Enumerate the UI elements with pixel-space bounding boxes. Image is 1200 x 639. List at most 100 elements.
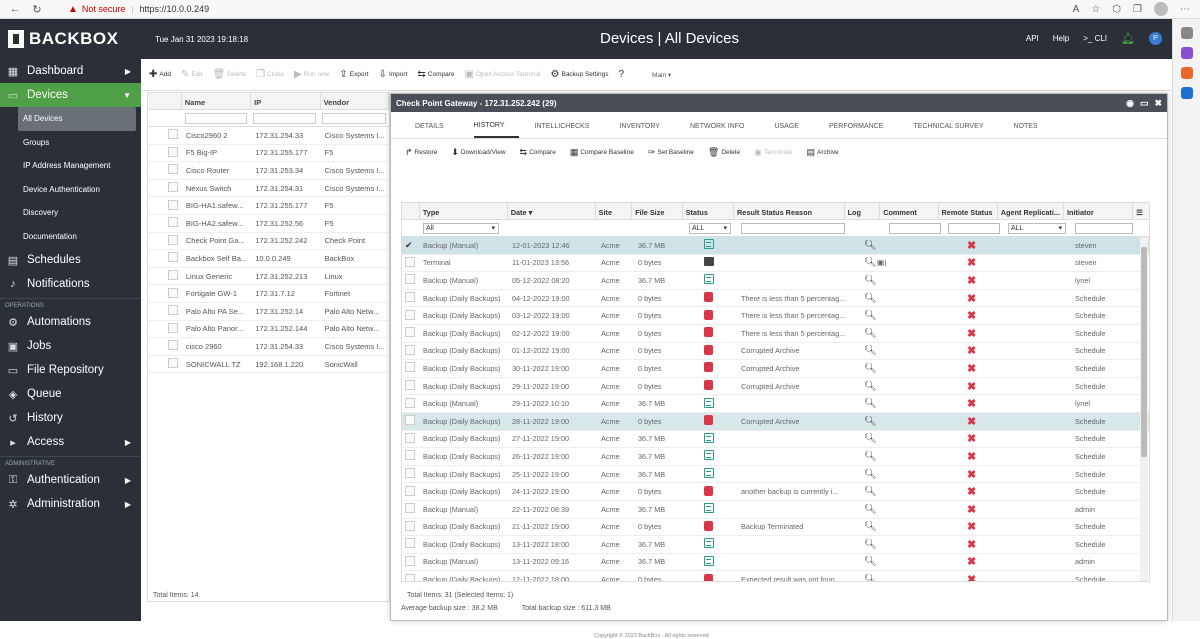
history-scrollbar[interactable] — [1140, 237, 1148, 581]
table-row[interactable]: cisco 2960 172.31.254.33 Cisco Systems I..… — [148, 338, 389, 356]
history-row[interactable]: Backup (Manual) 29-11-2022 10:10 Acme 36.7 … — [402, 395, 1149, 413]
tab-notes[interactable]: NOTES — [1013, 123, 1038, 130]
log-search-icon[interactable]: 🔍︎ — [864, 274, 877, 286]
user-avatar[interactable]: P — [1149, 32, 1162, 45]
log-split-icon[interactable]: ▣▤ — [876, 258, 886, 268]
row-checkbox[interactable] — [405, 520, 415, 531]
clone-button[interactable]: ❐ Clone — [256, 69, 285, 80]
compare-baseline-button[interactable]: ▦ Compare Baseline — [569, 146, 634, 157]
extensions-icon[interactable]: ⬡ — [1112, 3, 1122, 15]
row-checkbox[interactable] — [168, 252, 178, 263]
row-checkbox[interactable] — [405, 485, 415, 496]
table-row[interactable]: Palo Alto PA Se... 172.31.252.14 Palo Alto… — [148, 303, 389, 321]
column-menu-icon[interactable]: ☰ — [1136, 208, 1143, 217]
sidebar-sub-all-devices[interactable]: All Devices — [18, 107, 136, 131]
history-row[interactable]: Backup (Manual) 05-12-2022 08:20 Acme 36.7 … — [402, 272, 1149, 290]
sidebar-sub-documentation[interactable]: Documentation — [23, 231, 77, 241]
reason-filter[interactable] — [741, 222, 845, 234]
row-checkbox[interactable] — [168, 182, 178, 193]
log-search-icon[interactable]: 🔍︎ — [864, 398, 877, 410]
row-checkbox[interactable] — [405, 573, 415, 581]
table-row[interactable]: Cisco2960 2 172.31.254.33 Cisco Systems I.… — [148, 127, 389, 145]
close-icon[interactable]: ✖ — [1154, 97, 1162, 108]
sidebar-item-devices[interactable]: ▭ Devices ▼ — [0, 83, 141, 107]
log-search-icon[interactable]: 🔍︎ — [864, 362, 877, 374]
history-row[interactable]: Backup (Manual) 22-11-2022 08:39 Acme 36.7 … — [402, 501, 1149, 519]
sidebar-sub-discovery[interactable]: Discovery — [23, 208, 59, 218]
address-bar[interactable]: https://10.0.0.249 — [139, 4, 210, 14]
sidebar-item-dashboard[interactable]: ▦ Dashboard ▶ — [7, 65, 131, 78]
table-row[interactable]: Backbox Self Ba... 10.0.0.249 BackBox — [148, 250, 389, 268]
row-checkbox[interactable] — [405, 538, 415, 549]
row-checkbox[interactable] — [168, 358, 178, 369]
history-row[interactable]: Backup (Daily Backups) 25-11-2022 19:00 Ac… — [402, 466, 1149, 484]
sidebar-sub-ipam[interactable]: IP Address Management — [23, 161, 111, 171]
log-search-icon[interactable]: 🔍︎ — [864, 345, 877, 357]
table-row[interactable]: SONICWALL TZ 192.168.1.220 SonicWall — [148, 356, 389, 374]
log-search-icon[interactable]: 🔍︎ — [864, 310, 877, 322]
col-remote-status[interactable]: Remote Status — [939, 203, 998, 219]
log-search-icon[interactable]: 🔍︎ — [864, 521, 877, 533]
not-secure-label[interactable]: Not secure — [81, 4, 126, 14]
sidebar-item-notifications[interactable]: ♪ Notifications — [0, 272, 141, 296]
log-search-icon[interactable]: 🔍︎ — [864, 327, 877, 339]
row-checkbox[interactable] — [405, 327, 415, 338]
notifications-bell-icon[interactable]: 🔔︎ — [1121, 33, 1135, 45]
help-link[interactable]: Help — [1052, 34, 1070, 43]
profile-avatar[interactable] — [1154, 2, 1168, 16]
import-button[interactable]: ⇩ Import — [378, 69, 408, 80]
row-checkbox[interactable] — [405, 256, 415, 267]
history-row[interactable]: Backup (Daily Backups) 12-11-2022 18:00 Ac… — [402, 571, 1149, 582]
row-checkbox[interactable] — [405, 274, 415, 285]
row-checkbox[interactable] — [405, 503, 415, 514]
table-row[interactable]: Nexus Switch 172.31.254.31 Cisco Systems I… — [148, 180, 389, 198]
col-vendor[interactable]: Vendor — [321, 93, 389, 109]
history-row[interactable]: Backup (Daily Backups) 04-12-2022 19:00 Ac… — [402, 290, 1149, 308]
row-checkbox[interactable] — [405, 292, 415, 303]
history-row[interactable]: Backup (Daily Backups) 02-12-2022 19:00 Ac… — [402, 325, 1149, 343]
col-date[interactable]: Date ▾ — [508, 203, 596, 219]
history-row[interactable]: ✔ Backup (Manual) 12-01-2023 12:46 Acme 36.7… — [402, 237, 1149, 255]
help-button[interactable]: ? — [618, 69, 624, 80]
row-checkbox[interactable] — [405, 397, 415, 408]
history-row[interactable]: Backup (Daily Backups) 30-11-2022 19:00 Ac… — [402, 360, 1149, 378]
row-checkbox[interactable] — [405, 432, 415, 443]
sidebar-sub-groups[interactable]: Groups — [23, 137, 50, 147]
sidebar-item-access[interactable]: ▸ Access ▶ — [0, 430, 141, 454]
tab-intellichecks[interactable]: INTELLICHECKS — [534, 123, 590, 130]
tab-history[interactable]: HISTORY — [473, 122, 519, 138]
tab-usage[interactable]: USAGE — [774, 123, 799, 130]
log-search-icon[interactable]: 🔍︎ — [864, 239, 877, 251]
initiator-filter[interactable] — [1075, 222, 1133, 234]
history-row[interactable]: Backup (Manual) 13-11-2022 09:16 Acme 36.7 … — [402, 554, 1149, 572]
table-row[interactable]: Linux Generic 172.31.252.213 Linux — [148, 268, 389, 286]
col-site[interactable]: Site — [596, 203, 633, 219]
log-search-icon[interactable]: 🔍︎ — [864, 556, 877, 568]
table-row[interactable]: Fortigate GW-1 172.31.7.12 Fortinet — [148, 285, 389, 303]
table-row[interactable]: Check Point Ga... 172.31.252.242 Check Poi… — [148, 233, 389, 251]
row-checkbox[interactable] — [168, 129, 178, 140]
log-search-icon[interactable]: 🔍︎ — [864, 538, 877, 550]
col-initiator[interactable]: Initiator — [1064, 203, 1134, 219]
cli-link[interactable]: >_ CLI — [1083, 34, 1108, 43]
delete-button[interactable]: 🗑︎ Delete — [212, 69, 247, 80]
col-name[interactable]: Name — [182, 93, 252, 109]
history-compare-button[interactable]: ⇆ Compare — [519, 146, 556, 157]
row-checkbox[interactable] — [168, 234, 178, 245]
row-checkbox[interactable] — [405, 468, 415, 479]
name-filter[interactable] — [184, 113, 247, 124]
office-icon[interactable] — [1180, 67, 1193, 79]
table-row[interactable]: BIG-HA1.safew... 172.31.255.177 F5 — [148, 197, 389, 215]
log-search-icon[interactable]: 🔍︎ — [864, 450, 877, 462]
history-row[interactable]: Backup (Daily Backups) 24-11-2022 19:00 Ac… — [402, 483, 1149, 501]
row-checkbox[interactable] — [168, 217, 178, 228]
log-search-icon[interactable]: 🔍︎ — [864, 574, 877, 582]
window-icon[interactable]: ▭ — [1139, 97, 1149, 108]
sidebar-item-administration[interactable]: ✲ Administration ▶ — [0, 492, 141, 516]
agent-filter[interactable]: ALL ▾ — [1008, 222, 1066, 234]
restore-button[interactable]: ↱ Restore — [405, 146, 438, 157]
backup-settings-button[interactable]: ⚙ Backup Settings — [550, 69, 609, 80]
api-link[interactable]: API — [1025, 34, 1039, 43]
edit-button[interactable]: ✎ Edit — [180, 69, 203, 80]
table-row[interactable]: BIG-HA2.safew... 172.31.252.56 F5 — [148, 215, 389, 233]
